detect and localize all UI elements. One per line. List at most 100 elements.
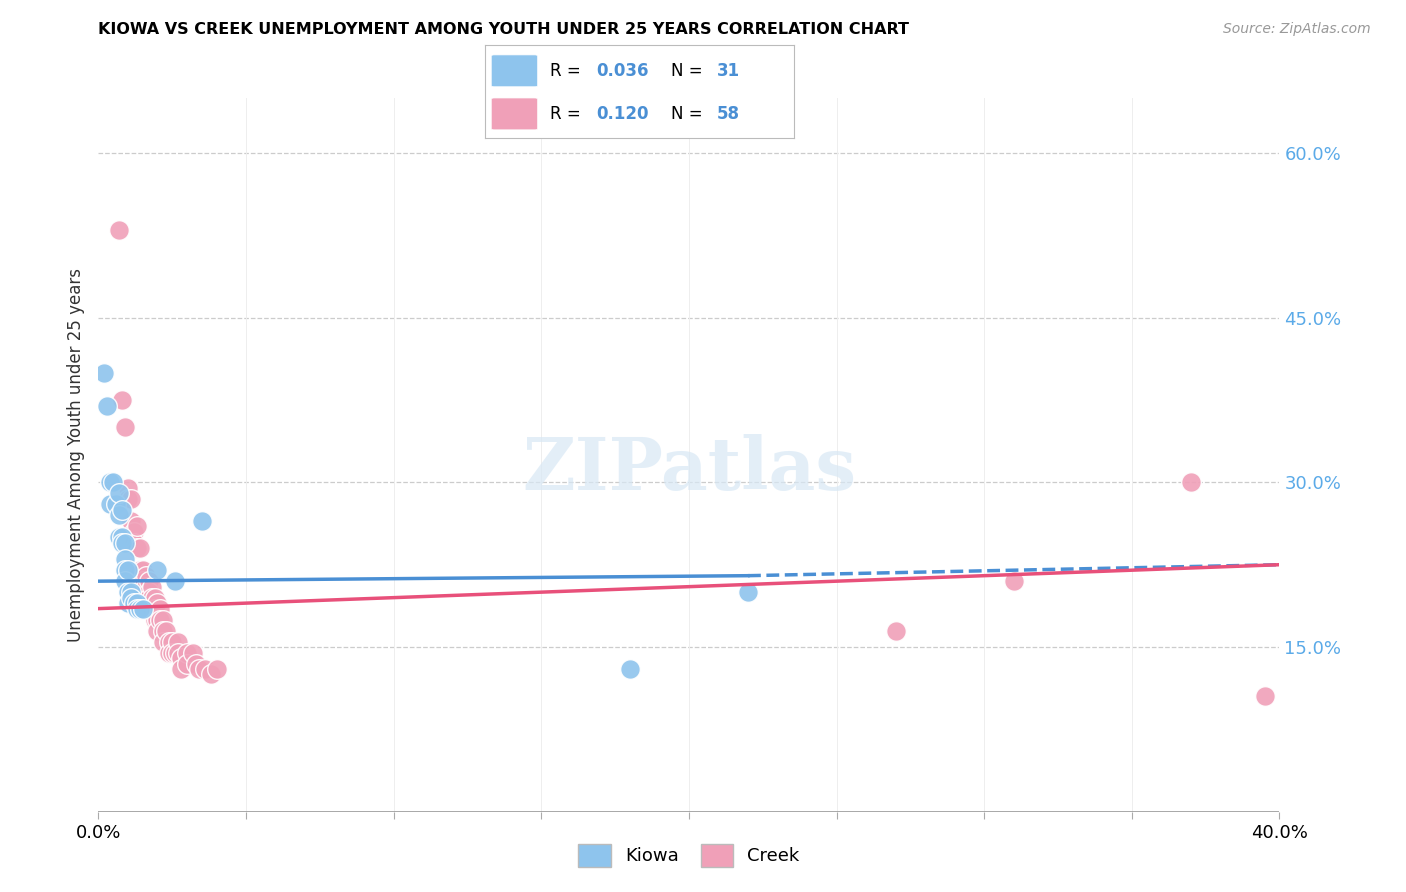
Text: R =: R = — [550, 105, 586, 123]
Text: N =: N = — [671, 105, 707, 123]
Point — [117, 491, 139, 506]
Point — [114, 420, 136, 434]
Text: Source: ZipAtlas.com: Source: ZipAtlas.com — [1223, 22, 1371, 37]
Point — [157, 634, 180, 648]
Point — [141, 591, 163, 605]
Point — [117, 585, 139, 599]
Point — [146, 613, 169, 627]
Point — [128, 601, 150, 615]
Point — [205, 662, 228, 676]
Point — [191, 514, 214, 528]
Point — [176, 646, 198, 660]
Point — [111, 530, 134, 544]
Point — [108, 486, 131, 500]
Point — [146, 563, 169, 577]
Point — [120, 491, 142, 506]
Point — [122, 535, 145, 549]
Point — [98, 497, 121, 511]
Point — [170, 662, 193, 676]
Point — [187, 662, 209, 676]
Point — [103, 475, 125, 490]
Point — [114, 563, 136, 577]
Point — [1002, 574, 1025, 589]
Point — [143, 601, 166, 615]
Point — [152, 613, 174, 627]
Point — [96, 399, 118, 413]
Point — [146, 624, 169, 638]
Point — [114, 574, 136, 589]
Point — [117, 481, 139, 495]
Point — [167, 634, 190, 648]
Point — [122, 524, 145, 539]
Point — [165, 574, 187, 589]
Point — [157, 646, 180, 660]
Point — [135, 591, 157, 605]
Point — [135, 568, 157, 582]
Point — [184, 657, 207, 671]
Text: 0.036: 0.036 — [596, 62, 650, 79]
Point — [619, 662, 641, 676]
Point — [117, 596, 139, 610]
Point — [120, 585, 142, 599]
Point — [165, 646, 187, 660]
Point — [884, 624, 907, 638]
Point — [737, 585, 759, 599]
Point — [167, 646, 190, 660]
Point — [138, 585, 160, 599]
Point — [155, 624, 177, 638]
Point — [132, 563, 155, 577]
Point — [122, 596, 145, 610]
Point — [128, 541, 150, 556]
Point — [149, 613, 172, 627]
Point — [1180, 475, 1202, 490]
Text: R =: R = — [550, 62, 586, 79]
Point — [149, 601, 172, 615]
Point — [125, 601, 148, 615]
Point — [132, 574, 155, 589]
Point — [132, 601, 155, 615]
Point — [1254, 690, 1277, 704]
Text: N =: N = — [671, 62, 707, 79]
Point — [98, 475, 121, 490]
Point — [111, 392, 134, 407]
Point — [114, 552, 136, 566]
Point — [146, 596, 169, 610]
Point — [143, 591, 166, 605]
Point — [181, 646, 204, 660]
Point — [194, 662, 217, 676]
Point — [162, 646, 183, 660]
Text: KIOWA VS CREEK UNEMPLOYMENT AMONG YOUTH UNDER 25 YEARS CORRELATION CHART: KIOWA VS CREEK UNEMPLOYMENT AMONG YOUTH … — [98, 22, 910, 37]
Legend: Kiowa, Creek: Kiowa, Creek — [571, 837, 807, 874]
Point — [141, 601, 163, 615]
Point — [135, 580, 157, 594]
Point — [152, 634, 174, 648]
Point — [152, 624, 174, 638]
Point — [143, 613, 166, 627]
Point — [108, 508, 131, 523]
Point — [120, 591, 142, 605]
Point — [170, 651, 193, 665]
Point — [176, 657, 198, 671]
Point — [162, 634, 183, 648]
Point — [120, 514, 142, 528]
Point — [125, 519, 148, 533]
Text: 58: 58 — [717, 105, 740, 123]
Point — [128, 563, 150, 577]
Point — [200, 667, 222, 681]
Point — [108, 223, 131, 237]
Point — [138, 591, 160, 605]
Text: ZIPatlas: ZIPatlas — [522, 434, 856, 505]
Point — [108, 530, 131, 544]
Point — [117, 563, 139, 577]
Point — [138, 574, 160, 589]
Point — [111, 535, 134, 549]
Y-axis label: Unemployment Among Youth under 25 years: Unemployment Among Youth under 25 years — [66, 268, 84, 642]
Point — [93, 366, 115, 380]
Text: 0.120: 0.120 — [596, 105, 650, 123]
Point — [125, 541, 148, 556]
Text: 31: 31 — [717, 62, 740, 79]
Point — [125, 596, 148, 610]
FancyBboxPatch shape — [491, 98, 537, 130]
Point — [114, 535, 136, 549]
Point — [141, 580, 163, 594]
